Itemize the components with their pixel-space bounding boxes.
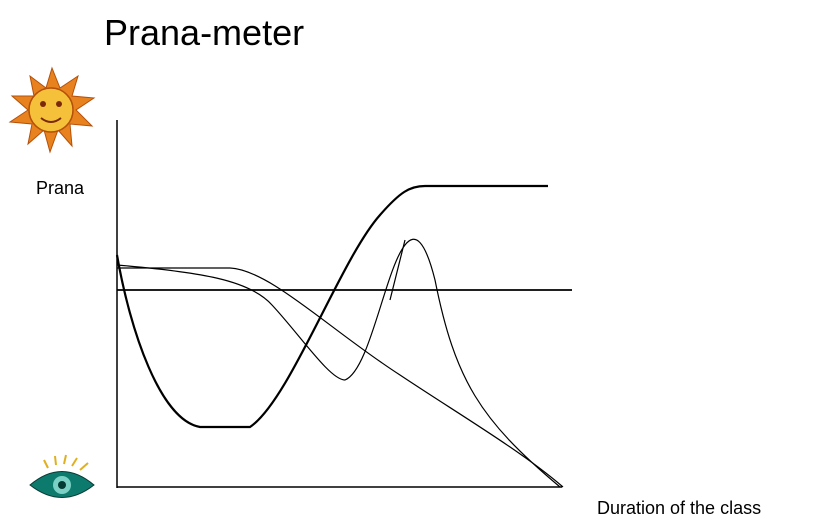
title: Prana-meter bbox=[104, 12, 305, 53]
curve-wave bbox=[116, 238, 561, 488]
y-axis-label: Prana bbox=[36, 178, 85, 198]
curve-decline bbox=[117, 267, 564, 488]
eye-icon bbox=[29, 454, 95, 498]
curve-spike bbox=[389, 239, 406, 301]
sun-icon bbox=[8, 66, 96, 154]
curve-thick bbox=[115, 184, 548, 429]
x-axis-label: Duration of the class bbox=[597, 498, 762, 518]
